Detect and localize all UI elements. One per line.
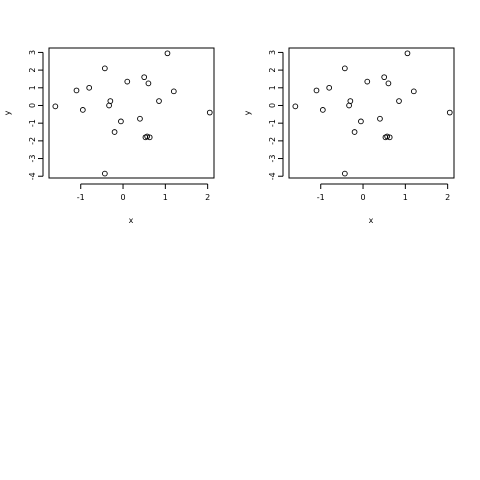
scatter-point xyxy=(146,134,153,141)
scatter-point xyxy=(410,88,417,95)
scatter-point xyxy=(326,84,333,91)
scatter-point xyxy=(206,109,213,116)
y-tick-label: 1 xyxy=(268,85,277,90)
scatter-point xyxy=(319,107,326,113)
x-tick-label: -1 xyxy=(77,193,85,202)
scatter-point xyxy=(118,118,124,125)
scatter-point xyxy=(52,103,59,110)
chart-panel-1: -1 0 1 2 -4 -3 -2 -1 0 1 2 3 x y xyxy=(3,47,215,225)
data-points xyxy=(52,50,213,177)
y-tick-label: 3 xyxy=(28,50,37,55)
scatter-point xyxy=(124,78,131,85)
x-axis-label: x xyxy=(369,216,374,225)
plot-frame xyxy=(48,47,215,179)
y-tick-label: -3 xyxy=(28,155,37,163)
y-tick-label: -4 xyxy=(268,172,277,180)
scatter-point xyxy=(384,133,391,140)
y-tick-label: 2 xyxy=(28,68,37,73)
x-tick-label: 2 xyxy=(205,193,210,202)
scatter-point xyxy=(313,87,320,94)
y-tick-label: -2 xyxy=(28,137,37,145)
scatter-point xyxy=(292,103,299,110)
scatter-point xyxy=(86,84,93,91)
y-axis-label: y xyxy=(3,110,12,115)
scatter-point xyxy=(141,74,148,81)
y-tick-label: 3 xyxy=(268,50,277,55)
scatter-point xyxy=(107,98,114,104)
scatter-point xyxy=(101,170,108,177)
scatter-point xyxy=(341,170,348,177)
y-tick-label: -4 xyxy=(28,172,37,180)
scatter-point xyxy=(385,80,392,87)
y-axis: -4 -3 -2 -1 0 1 2 3 xyxy=(28,50,44,180)
scatter-point xyxy=(145,80,152,87)
y-tick-label: -3 xyxy=(268,155,277,163)
scatter-point xyxy=(381,74,388,81)
scatter-point xyxy=(137,115,143,122)
x-tick-label: 0 xyxy=(360,193,365,202)
scatter-point xyxy=(73,87,80,94)
scatter-point xyxy=(364,78,371,85)
y-tick-label: -2 xyxy=(268,137,277,145)
y-tick-label: 0 xyxy=(28,103,37,108)
x-tick-label: 0 xyxy=(120,193,125,202)
x-axis-label: x xyxy=(129,216,134,225)
x-axis: -1 0 1 2 xyxy=(317,183,450,202)
x-tick-label: 1 xyxy=(163,193,168,202)
x-tick-label: -1 xyxy=(317,193,325,202)
scatter-point xyxy=(351,129,358,135)
y-tick-label: 1 xyxy=(28,85,37,90)
scatter-point xyxy=(170,88,177,95)
scatter-point xyxy=(446,109,453,116)
scatter-point xyxy=(358,118,364,125)
y-tick-label: -1 xyxy=(268,119,277,127)
y-axis: -4 -3 -2 -1 0 1 2 3 xyxy=(268,50,284,180)
scatter-point xyxy=(164,50,171,57)
x-tick-label: 1 xyxy=(403,193,408,202)
y-tick-label: -1 xyxy=(28,119,37,127)
scatter-point xyxy=(144,133,151,140)
data-points xyxy=(292,50,453,177)
plot-frame xyxy=(288,47,455,179)
scatter-point xyxy=(347,98,354,104)
y-tick-label: 0 xyxy=(268,103,277,108)
scatter-point xyxy=(341,65,348,72)
chart-panel-2: -1 0 1 2 -4 -3 -2 -1 0 1 2 3 x y xyxy=(243,47,455,225)
scatter-point xyxy=(404,50,411,57)
scatter-point xyxy=(111,129,118,135)
x-tick-label: 2 xyxy=(445,193,450,202)
scatter-point xyxy=(377,115,383,122)
scatter-point xyxy=(386,134,393,141)
y-tick-label: 2 xyxy=(268,68,277,73)
scatter-point xyxy=(156,98,162,104)
scatter-point xyxy=(396,98,402,104)
scatter-point xyxy=(101,65,108,72)
y-axis-label: y xyxy=(243,110,252,115)
x-axis: -1 0 1 2 xyxy=(77,183,210,202)
scatter-point xyxy=(79,107,86,113)
